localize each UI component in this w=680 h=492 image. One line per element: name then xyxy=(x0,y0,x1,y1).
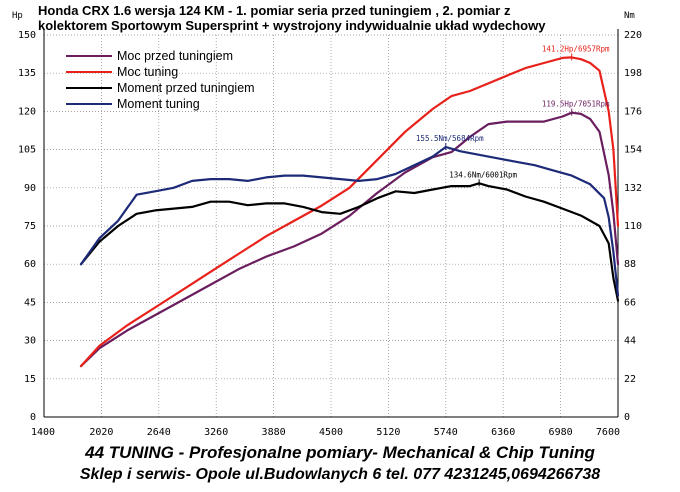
right-axis-unit: Nm xyxy=(624,11,635,21)
series-line-2 xyxy=(79,56,620,368)
y-tick-label-left: 105 xyxy=(18,145,36,156)
x-tick-label: 4500 xyxy=(319,427,343,438)
footer-line2: Sklep i serwis- Opole ul.Budowlanych 6 t… xyxy=(79,466,601,483)
y-tick-label-left: 120 xyxy=(18,106,36,117)
left-axis-unit: Hp xyxy=(12,11,23,21)
y-tick-label-left: 135 xyxy=(18,68,36,79)
x-tick-label: 1400 xyxy=(31,427,55,438)
y-tick-label-right: 66 xyxy=(624,297,636,308)
peak-label: 119.5Hp/7051Rpm xyxy=(542,100,610,109)
y-tick-label-left: 45 xyxy=(24,297,36,308)
peak-label: 134.6Nm/6001Rpm xyxy=(449,170,517,179)
y-tick-label-right: 0 xyxy=(624,412,630,423)
y-tick-label-left: 0 xyxy=(30,412,36,423)
chart-title-line1: Honda CRX 1.6 wersja 124 KM - 1. pomiar … xyxy=(38,3,511,18)
y-tick-label-right: 44 xyxy=(624,336,636,347)
x-tick-label: 6980 xyxy=(549,427,573,438)
footer-line1: 44 TUNING - Profesjonalne pomiary- Mecha… xyxy=(85,443,595,462)
legend-label: Moment przed tuningiem xyxy=(117,81,255,95)
y-tick-label-left: 60 xyxy=(24,259,36,270)
legend-label: Moment tuning xyxy=(117,97,200,111)
peak-label: 141.2Hp/6957Rpm xyxy=(542,44,610,53)
y-tick-label-right: 110 xyxy=(624,221,642,232)
x-tick-label: 7600 xyxy=(596,427,620,438)
chart-title-line2: kolektorem Sportowym Supersprint + wystr… xyxy=(38,18,546,33)
y-tick-label-left: 90 xyxy=(24,183,36,194)
x-tick-label: 2020 xyxy=(89,427,113,438)
y-tick-label-right: 88 xyxy=(624,259,636,270)
x-tick-label: 6360 xyxy=(491,427,515,438)
y-tick-label-right: 22 xyxy=(624,374,636,385)
y-tick-label-left: 150 xyxy=(18,30,36,41)
y-tick-label-left: 30 xyxy=(24,336,36,347)
y-tick-label-right: 176 xyxy=(624,106,642,117)
series-line-1 xyxy=(79,111,620,368)
x-tick-label: 3880 xyxy=(262,427,286,438)
x-tick-label: 5120 xyxy=(376,427,400,438)
y-tick-label-right: 132 xyxy=(624,183,642,194)
legend-label: Moc przed tuningiem xyxy=(117,49,233,63)
y-tick-label-right: 154 xyxy=(624,145,642,156)
series-line-4 xyxy=(79,145,620,297)
y-tick-label-right: 198 xyxy=(624,68,642,79)
legend-label: Moc tuning xyxy=(117,65,178,79)
x-tick-label: 2640 xyxy=(147,427,171,438)
y-tick-label-left: 75 xyxy=(24,221,36,232)
series-line-3 xyxy=(79,182,620,302)
x-tick-label: 3260 xyxy=(204,427,228,438)
x-tick-label: 5740 xyxy=(434,427,458,438)
peak-label: 155.5Nm/5684Rpm xyxy=(416,134,484,143)
y-tick-label-left: 15 xyxy=(24,374,36,385)
y-tick-label-right: 220 xyxy=(624,30,642,41)
